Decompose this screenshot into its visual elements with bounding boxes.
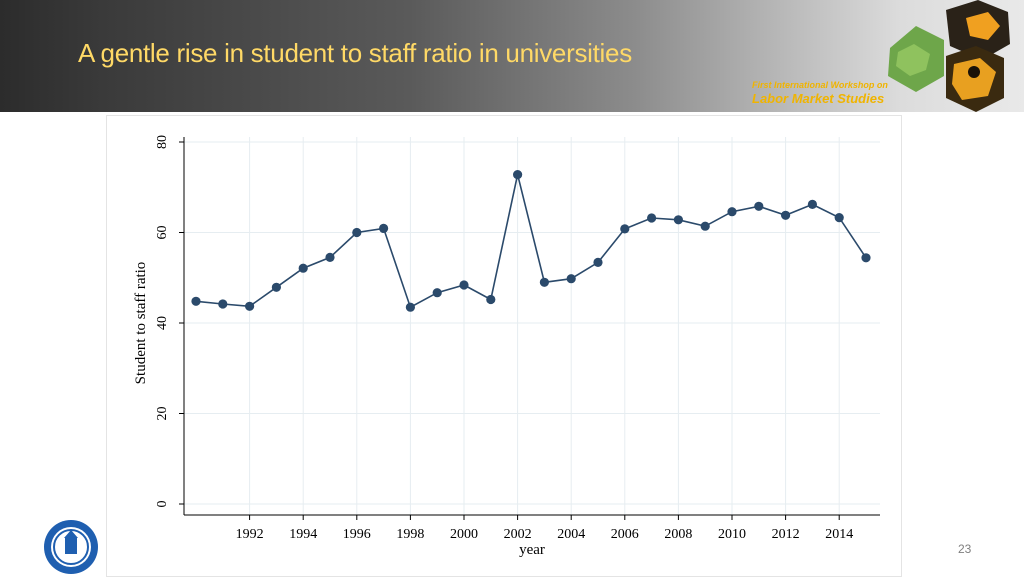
- workshop-logo-text: First International Workshop on Labor Ma…: [752, 80, 942, 106]
- data-point: [271, 282, 281, 292]
- data-point: [620, 224, 630, 234]
- data-point: [459, 280, 469, 290]
- x-tick-label: 1998: [396, 527, 424, 542]
- welding-spark: [966, 12, 1000, 40]
- page-number: 23: [958, 542, 972, 556]
- data-point: [513, 170, 523, 180]
- logo-emblem: [65, 538, 77, 554]
- y-tick-label: 60: [155, 226, 170, 240]
- chart-frame: [106, 115, 902, 577]
- x-tick-label: 1994: [289, 527, 317, 542]
- gridlines: [184, 137, 880, 515]
- university-logo: [44, 520, 98, 574]
- workshop-logo-line2: Labor Market Studies: [752, 91, 885, 106]
- y-tick-label: 80: [155, 135, 170, 149]
- worker-photo-detail: [952, 58, 996, 100]
- y-tick-label: 20: [155, 407, 170, 421]
- data-point: [566, 274, 576, 284]
- x-tick-label: 2008: [664, 527, 692, 542]
- data-point: [245, 301, 255, 311]
- data-point: [861, 253, 871, 263]
- x-tick-label: 2002: [504, 527, 532, 542]
- y-tick-label: 0: [155, 501, 170, 508]
- header-banner: [0, 0, 1024, 112]
- x-axis-label: year: [519, 542, 545, 558]
- y-axis-label: Student to staff ratio: [133, 262, 149, 385]
- data-point: [191, 296, 201, 306]
- data-point: [379, 223, 389, 233]
- line-chart: 1992 1994 1996 1998 2000 2002 2004 2006 2008 2010…: [133, 135, 880, 558]
- x-tick-label: 2000: [450, 527, 478, 542]
- slide-title: A gentle rise in student to staff ratio …: [78, 38, 632, 68]
- data-point: [298, 263, 308, 273]
- x-tick-label: 2004: [557, 527, 585, 542]
- data-point: [647, 213, 657, 223]
- logo-dome: [64, 530, 78, 538]
- x-tick-label: 2014: [825, 527, 853, 542]
- data-points: [191, 170, 871, 312]
- data-point: [593, 257, 603, 267]
- worker-silhouette: [968, 66, 980, 78]
- data-point: [218, 299, 228, 309]
- field-photo-detail: [896, 44, 930, 76]
- banner-photo-collage: [888, 0, 1010, 112]
- workshop-logo-line1: First International Workshop on: [752, 80, 888, 90]
- x-tick-label: 1996: [343, 527, 371, 542]
- y-tick-label: 40: [155, 316, 170, 330]
- data-point: [754, 201, 764, 211]
- y-ticks: 0 20 40 60 80: [155, 135, 184, 508]
- data-point: [673, 215, 684, 225]
- series-line: [195, 174, 867, 309]
- data-point: [405, 302, 415, 312]
- data-point: [700, 221, 710, 231]
- x-tick-label: 1992: [236, 527, 264, 542]
- axes: [183, 137, 880, 516]
- data-point: [834, 213, 844, 223]
- data-point: [781, 210, 791, 220]
- data-point: [352, 227, 362, 238]
- data-point: [325, 252, 335, 262]
- data-point: [486, 294, 496, 305]
- data-point: [727, 207, 737, 217]
- data-point: [539, 277, 549, 287]
- data-point: [807, 199, 818, 209]
- x-tick-label: 2006: [611, 527, 639, 542]
- data-point: [432, 288, 442, 298]
- x-ticks: 1992 1994 1996 1998 2000 2002 2004 2006 2008 2010…: [236, 515, 853, 542]
- x-tick-label: 2012: [772, 527, 800, 542]
- x-tick-label: 2010: [718, 527, 746, 542]
